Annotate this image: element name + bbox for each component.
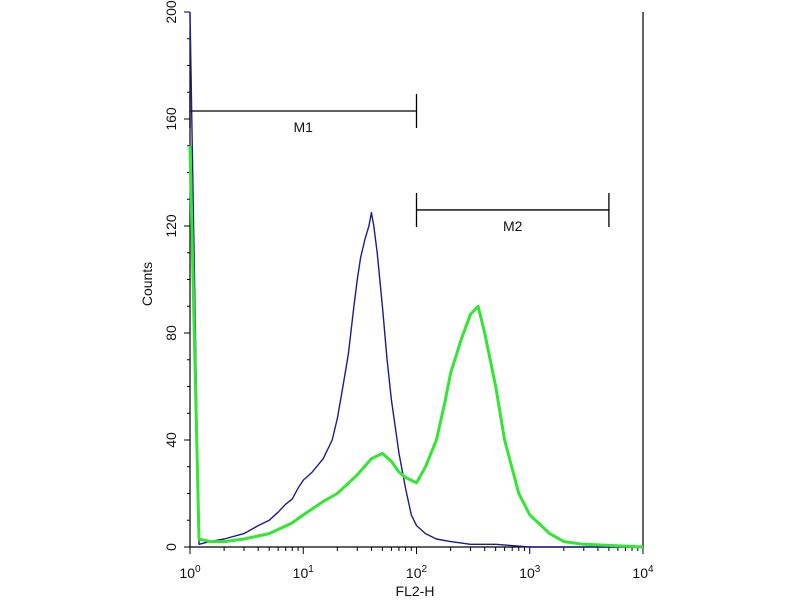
gate-m2: M2 <box>415 192 610 234</box>
series-line-green <box>188 145 644 549</box>
y-tick-label: 80 <box>163 325 179 341</box>
gate-m1: M1 <box>189 93 418 135</box>
x-tick-label: 102 <box>406 564 428 581</box>
y-tick-label: 0 <box>163 543 179 551</box>
x-tick-label: 101 <box>293 564 315 581</box>
y-tick-label: 160 <box>163 107 179 131</box>
y-tick-label: 120 <box>163 214 179 238</box>
y-tick-label: 200 <box>163 0 179 24</box>
axes <box>184 11 644 554</box>
gate-markers: M1 M2 <box>189 93 610 234</box>
y-axis-title: Counts <box>139 262 155 306</box>
y-tick-label: 40 <box>163 432 179 448</box>
x-axis-title: FL2-H <box>396 583 435 599</box>
x-tick-label: 100 <box>179 564 201 581</box>
series-line-blue <box>189 11 643 548</box>
tick-labels: 0 40 80 120 160 200 100 101 102 103 104 <box>163 0 654 581</box>
gate-label: M1 <box>294 119 314 135</box>
x-tick-label: 103 <box>519 564 541 581</box>
histogram-series <box>188 11 644 549</box>
x-tick-label: 104 <box>632 564 654 581</box>
gate-label: M2 <box>503 218 523 234</box>
